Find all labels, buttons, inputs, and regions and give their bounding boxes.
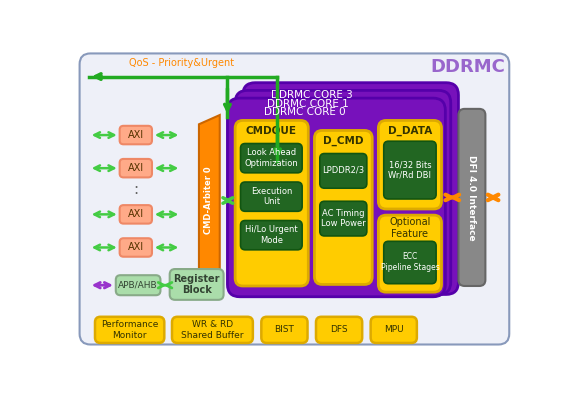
Text: AXI: AXI bbox=[128, 130, 144, 140]
FancyBboxPatch shape bbox=[120, 238, 152, 257]
FancyBboxPatch shape bbox=[458, 109, 486, 286]
Text: QoS - Priority&Urgent: QoS - Priority&Urgent bbox=[129, 58, 234, 68]
FancyBboxPatch shape bbox=[116, 275, 161, 295]
FancyBboxPatch shape bbox=[235, 90, 451, 294]
FancyBboxPatch shape bbox=[241, 221, 302, 250]
Text: MPU: MPU bbox=[384, 325, 404, 335]
Text: ECC
Pipeline Stages: ECC Pipeline Stages bbox=[381, 253, 439, 272]
Text: APB/AHB: APB/AHB bbox=[118, 281, 158, 290]
FancyBboxPatch shape bbox=[228, 98, 445, 297]
FancyBboxPatch shape bbox=[378, 215, 441, 292]
Text: DFS: DFS bbox=[330, 325, 348, 335]
FancyBboxPatch shape bbox=[314, 130, 372, 284]
Text: Optional
Feature: Optional Feature bbox=[389, 217, 431, 239]
FancyBboxPatch shape bbox=[95, 317, 164, 343]
Text: AXI: AXI bbox=[128, 242, 144, 253]
FancyBboxPatch shape bbox=[170, 269, 223, 300]
Text: LPDDR2/3: LPDDR2/3 bbox=[322, 166, 364, 175]
Text: Look Ahead
Optimization: Look Ahead Optimization bbox=[244, 149, 298, 168]
Text: Hi/Lo Urgent
Mode: Hi/Lo Urgent Mode bbox=[245, 225, 298, 245]
Text: AC Timing
Low Power: AC Timing Low Power bbox=[321, 208, 365, 228]
FancyBboxPatch shape bbox=[320, 201, 367, 236]
FancyBboxPatch shape bbox=[371, 317, 417, 343]
Text: DDRMC CORE 1: DDRMC CORE 1 bbox=[267, 99, 349, 109]
Text: DFI 4.0 Interface: DFI 4.0 Interface bbox=[467, 154, 476, 240]
FancyBboxPatch shape bbox=[384, 241, 436, 284]
Text: 16/32 Bits
Wr/Rd DBI: 16/32 Bits Wr/Rd DBI bbox=[388, 160, 431, 179]
FancyBboxPatch shape bbox=[320, 154, 367, 188]
FancyBboxPatch shape bbox=[241, 182, 302, 211]
FancyBboxPatch shape bbox=[384, 141, 436, 199]
Text: DDRMC CORE 3: DDRMC CORE 3 bbox=[271, 90, 353, 100]
Text: Performance
Monitor: Performance Monitor bbox=[101, 320, 158, 340]
Text: BIST: BIST bbox=[275, 325, 294, 335]
FancyBboxPatch shape bbox=[243, 83, 458, 294]
FancyBboxPatch shape bbox=[120, 126, 152, 144]
FancyBboxPatch shape bbox=[172, 317, 253, 343]
Text: Register
Block: Register Block bbox=[173, 274, 220, 295]
Text: D_CMD: D_CMD bbox=[323, 136, 363, 146]
Text: WR & RD
Shared Buffer: WR & RD Shared Buffer bbox=[181, 320, 244, 340]
FancyBboxPatch shape bbox=[120, 205, 152, 224]
Text: CMD-Arbiter 0: CMD-Arbiter 0 bbox=[204, 167, 214, 234]
Text: DDRMC CORE 0: DDRMC CORE 0 bbox=[264, 107, 345, 117]
Text: Execution
Unit: Execution Unit bbox=[251, 187, 292, 206]
Text: AXI: AXI bbox=[128, 163, 144, 173]
FancyBboxPatch shape bbox=[241, 143, 302, 173]
Text: CMDQUE: CMDQUE bbox=[246, 125, 297, 136]
Text: DDRMC: DDRMC bbox=[430, 58, 505, 76]
FancyBboxPatch shape bbox=[235, 121, 308, 286]
FancyBboxPatch shape bbox=[79, 54, 509, 344]
Text: :: : bbox=[133, 182, 138, 197]
FancyBboxPatch shape bbox=[262, 317, 308, 343]
Polygon shape bbox=[199, 115, 219, 286]
Text: D_DATA: D_DATA bbox=[388, 126, 432, 136]
FancyBboxPatch shape bbox=[120, 159, 152, 177]
FancyBboxPatch shape bbox=[378, 121, 441, 209]
FancyBboxPatch shape bbox=[316, 317, 362, 343]
Text: AXI: AXI bbox=[128, 209, 144, 219]
